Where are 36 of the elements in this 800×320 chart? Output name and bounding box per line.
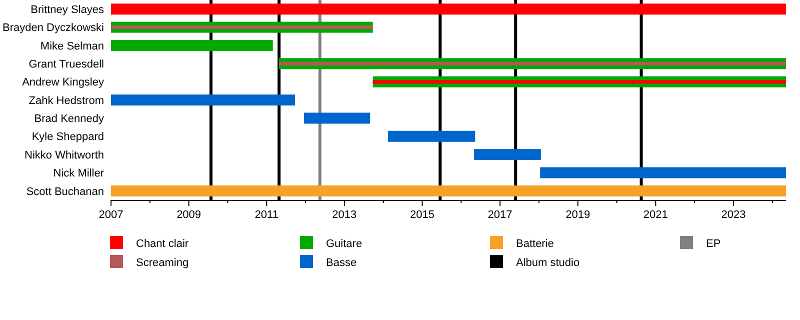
legend-label: Batterie <box>516 238 554 250</box>
bar <box>388 130 476 142</box>
y-tick-label: Kyle Sheppard <box>32 131 104 144</box>
x-tick-label: 2011 <box>254 209 278 221</box>
y-tick-label: Andrew Kingsley <box>22 76 104 89</box>
bar <box>540 167 786 178</box>
bar <box>304 112 370 124</box>
x-tick-label: 2021 <box>643 209 668 221</box>
y-tick-label: Nikko Whitworth <box>24 149 104 162</box>
y-tick-label: Nick Miller <box>53 168 104 180</box>
x-tick-label: 2013 <box>332 209 357 221</box>
x-tick-label: 2015 <box>410 209 434 221</box>
legend-label: Album studio <box>516 256 580 269</box>
legend-label: Basse <box>326 256 357 269</box>
bar <box>279 62 786 66</box>
y-tick-label: Scott Buchanan <box>26 186 104 198</box>
x-tick-label: 2017 <box>488 209 512 221</box>
bar <box>111 185 786 196</box>
legend-label: Screaming <box>136 256 189 269</box>
y-tick-label: Brad Kennedy <box>34 113 104 126</box>
legend-label: EP <box>706 238 721 250</box>
x-tick-label: 2007 <box>98 209 124 221</box>
y-tick-label: Mike Selman <box>40 40 104 52</box>
y-tick-label: Brittney Slayes <box>30 4 104 16</box>
bar <box>474 149 541 160</box>
bar <box>111 25 373 30</box>
legend-label: Guitare <box>326 238 362 250</box>
y-tick-label: Zahk Hedstrom <box>28 94 104 107</box>
bar <box>111 40 273 51</box>
x-tick-label: 2023 <box>721 209 746 221</box>
y-tick-label: Brayden Dyczkowski <box>2 22 104 34</box>
legend-label: Chant clair <box>136 238 189 250</box>
bar <box>111 94 296 106</box>
x-tick-label: 2009 <box>176 209 202 221</box>
y-tick-label: Grant Truesdell <box>28 58 104 70</box>
x-tick-label: 2019 <box>566 209 590 221</box>
